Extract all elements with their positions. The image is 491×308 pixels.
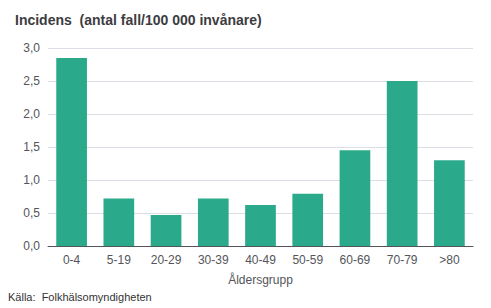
- svg-text:>80: >80: [439, 253, 460, 267]
- svg-text:70-79: 70-79: [387, 253, 418, 267]
- svg-text:Incidens (antal fall/100 000: Incidens (antal fall/100 000 invånare): [15, 12, 262, 28]
- svg-text:1,0: 1,0: [23, 173, 40, 187]
- svg-text:0,5: 0,5: [23, 206, 40, 220]
- svg-text:0,0: 0,0: [23, 239, 40, 253]
- svg-text:20-29: 20-29: [151, 253, 182, 267]
- svg-text:1,5: 1,5: [23, 140, 40, 154]
- svg-text:3,0: 3,0: [23, 41, 40, 55]
- svg-text:40-49: 40-49: [245, 253, 276, 267]
- svg-text:50-59: 50-59: [292, 253, 323, 267]
- svg-text:Åldersgrupp: Åldersgrupp: [228, 272, 293, 287]
- svg-text:2,0: 2,0: [23, 107, 40, 121]
- svg-text:5-19: 5-19: [107, 253, 131, 267]
- svg-text:60-69: 60-69: [340, 253, 371, 267]
- svg-text:0-4: 0-4: [63, 253, 81, 267]
- svg-text:2,5: 2,5: [23, 74, 40, 88]
- svg-text:Källa: Folkhälsomyndigheten: Källa: Folkhälsomyndigheten: [8, 291, 152, 303]
- svg-text:30-39: 30-39: [198, 253, 229, 267]
